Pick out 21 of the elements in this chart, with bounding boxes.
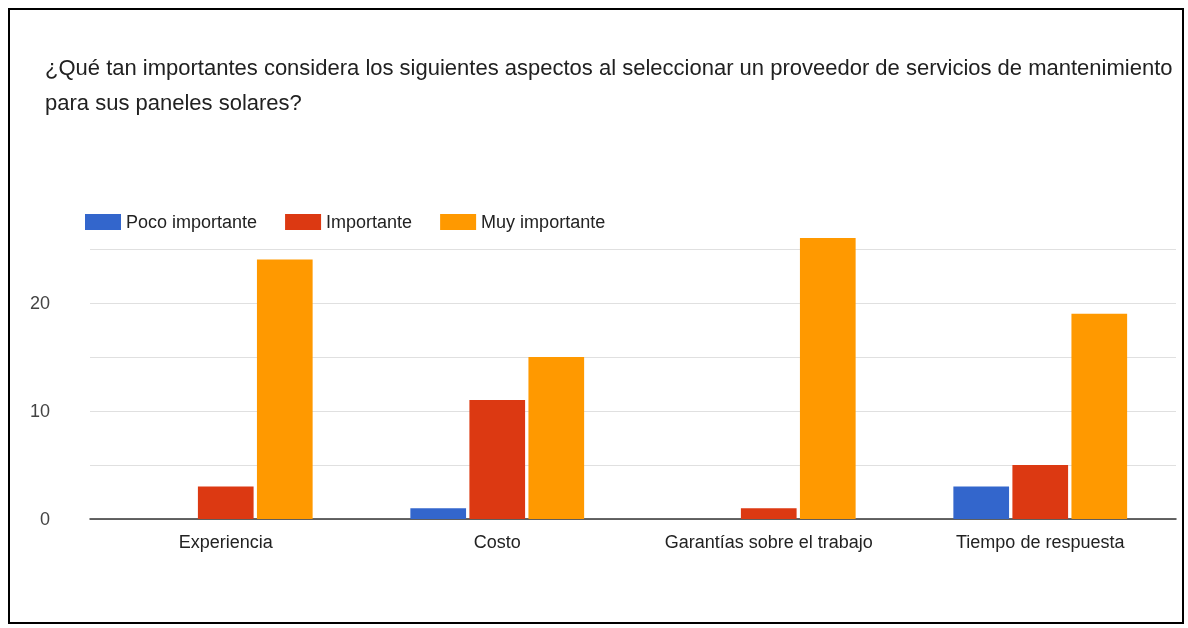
bar	[410, 508, 467, 519]
x-tick-label: Costo	[473, 532, 521, 552]
x-tick-label: Tiempo de respuesta	[956, 532, 1126, 552]
bar	[469, 400, 526, 519]
bar	[1012, 464, 1069, 519]
bar	[799, 238, 856, 519]
x-tick-label: Experiencia	[178, 532, 274, 552]
x-tick-label: Garantías sobre el trabajo	[664, 532, 873, 552]
bar	[740, 508, 797, 519]
legend-label: Poco importante	[126, 212, 258, 232]
chart-title: ¿Qué tan importantes considera los siguientes aspectos al seleccionar un proveedor de servicios de mantenimiento para sus paneles solares?	[45, 54, 1174, 118]
legend-label: Muy importante	[481, 212, 606, 232]
y-tick-label: 0	[39, 509, 50, 529]
y-tick-label: 10	[29, 400, 50, 421]
y-tick-label: 20	[29, 292, 50, 313]
bar	[256, 259, 313, 519]
bar	[197, 486, 254, 519]
bar	[953, 486, 1010, 519]
bar	[528, 356, 585, 519]
legend-label: Importante	[326, 212, 413, 232]
bar	[1071, 313, 1128, 519]
